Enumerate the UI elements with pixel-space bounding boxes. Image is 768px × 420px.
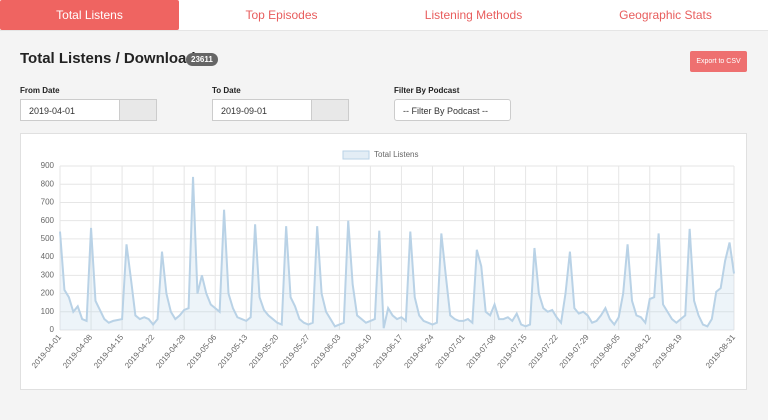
podcast-label: Filter By Podcast	[394, 86, 460, 95]
y-tick-label: 800	[41, 179, 55, 188]
x-tick-label: 2019-06-10	[340, 332, 374, 370]
y-tick-label: 300	[41, 270, 55, 279]
x-tick-label: 2019-05-20	[247, 332, 281, 370]
x-tick-label: 2019-08-05	[589, 332, 623, 370]
to-label: To Date	[212, 86, 241, 95]
y-tick-label: 500	[41, 234, 55, 243]
calendar-button[interactable]	[311, 100, 348, 120]
legend-swatch	[342, 150, 370, 160]
chart-card: 0 100 200 300 400 500 600 700 800 900 2019-04-01 20…	[20, 133, 747, 390]
to-input[interactable]: 2019-09-01	[212, 99, 349, 121]
line-area	[60, 176, 734, 330]
podcast-value: -- Filter By Podcast --	[403, 106, 489, 116]
y-tick-label: 600	[41, 216, 55, 225]
x-tick-label: 2019-04-01	[30, 332, 64, 370]
tab[interactable]: Listening Methods	[424, 8, 523, 22]
from-value: 2019-04-01	[29, 106, 76, 116]
y-tick-label: 900	[41, 161, 55, 170]
calendar-button[interactable]	[119, 100, 156, 120]
x-tick-label: 2019-07-01	[433, 332, 467, 370]
export-button[interactable]: Export to CSV	[690, 51, 747, 72]
y-tick-label: 0	[50, 325, 55, 334]
tab[interactable]: Total Listens	[0, 0, 179, 30]
x-tick-label: 2019-08-19	[651, 332, 685, 370]
x-tick-label: 2019-07-08	[465, 332, 499, 370]
y-tick-label: 700	[41, 198, 55, 207]
x-tick-label: 2019-08-31	[704, 332, 738, 370]
y-tick-label: 200	[41, 289, 55, 298]
x-tick-label: 2019-07-22	[527, 332, 561, 370]
chart: 01002003004005006007008009002019-04-0120…	[30, 150, 738, 370]
x-tick-label: 2019-05-06	[185, 332, 219, 370]
page-title: Total Listens / Downloads	[20, 50, 204, 67]
x-tick-label: 2019-04-15	[92, 332, 126, 370]
podcast-select[interactable]: -- Filter By Podcast --	[394, 99, 511, 121]
x-tick-label: 2019-06-03	[309, 332, 343, 370]
count-badge: 23611	[186, 53, 218, 66]
legend-label: Total Listens	[374, 150, 418, 159]
line	[59, 176, 735, 329]
x-tick-label: 2019-04-22	[123, 332, 157, 370]
x-tick-label: 2019-07-29	[558, 332, 592, 370]
tab[interactable]: Top Episodes	[245, 8, 318, 22]
x-tick-label: 2019-05-27	[278, 332, 312, 370]
y-tick-label: 400	[41, 252, 55, 261]
x-tick-label: 2019-06-24	[402, 332, 436, 370]
from-input[interactable]: 2019-04-01	[20, 99, 157, 121]
to-value: 2019-09-01	[221, 106, 268, 116]
from-label: From Date	[20, 86, 60, 95]
x-tick-label: 2019-08-12	[620, 332, 654, 370]
x-tick-label: 2019-05-13	[216, 332, 250, 370]
x-tick-label: 2019-04-29	[154, 332, 188, 370]
tab-bar: Total Listens Top Episodes Listening Met…	[0, 0, 768, 31]
tab[interactable]: Geographic Stats	[619, 8, 712, 22]
y-tick-label: 100	[41, 307, 55, 316]
x-tick-label: 2019-04-08	[61, 332, 95, 370]
x-tick-label: 2019-06-17	[371, 332, 405, 370]
x-tick-label: 2019-07-15	[496, 332, 530, 370]
